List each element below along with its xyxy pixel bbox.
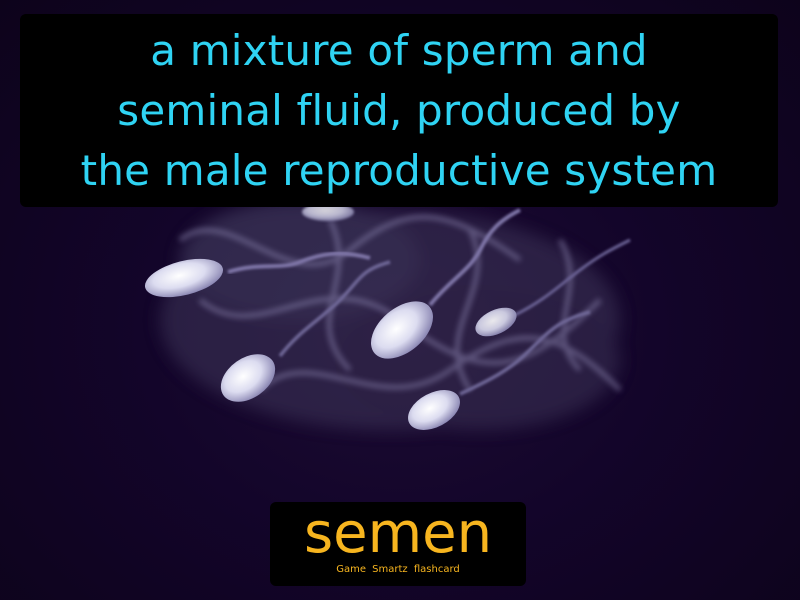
definition-box: a mixture of sperm and seminal fluid, pr… bbox=[20, 14, 778, 207]
sperm-cell bbox=[371, 208, 521, 359]
brand-label: Game Smartz flashcard bbox=[336, 564, 460, 575]
sperm-cell bbox=[475, 238, 631, 337]
definition-line: the male reproductive system bbox=[80, 145, 718, 195]
definition-text: a mixture of sperm and seminal fluid, pr… bbox=[81, 21, 718, 201]
sperm-cell bbox=[408, 310, 591, 430]
term-box: semen Game Smartz flashcard bbox=[270, 502, 526, 586]
definition-line: seminal fluid, produced by bbox=[117, 85, 681, 135]
term-title: semen bbox=[303, 501, 493, 566]
sperm-cell bbox=[302, 203, 354, 221]
definition-line: a mixture of sperm and bbox=[150, 25, 648, 75]
sperm-cell bbox=[144, 251, 371, 298]
sperm-cell bbox=[220, 260, 391, 402]
